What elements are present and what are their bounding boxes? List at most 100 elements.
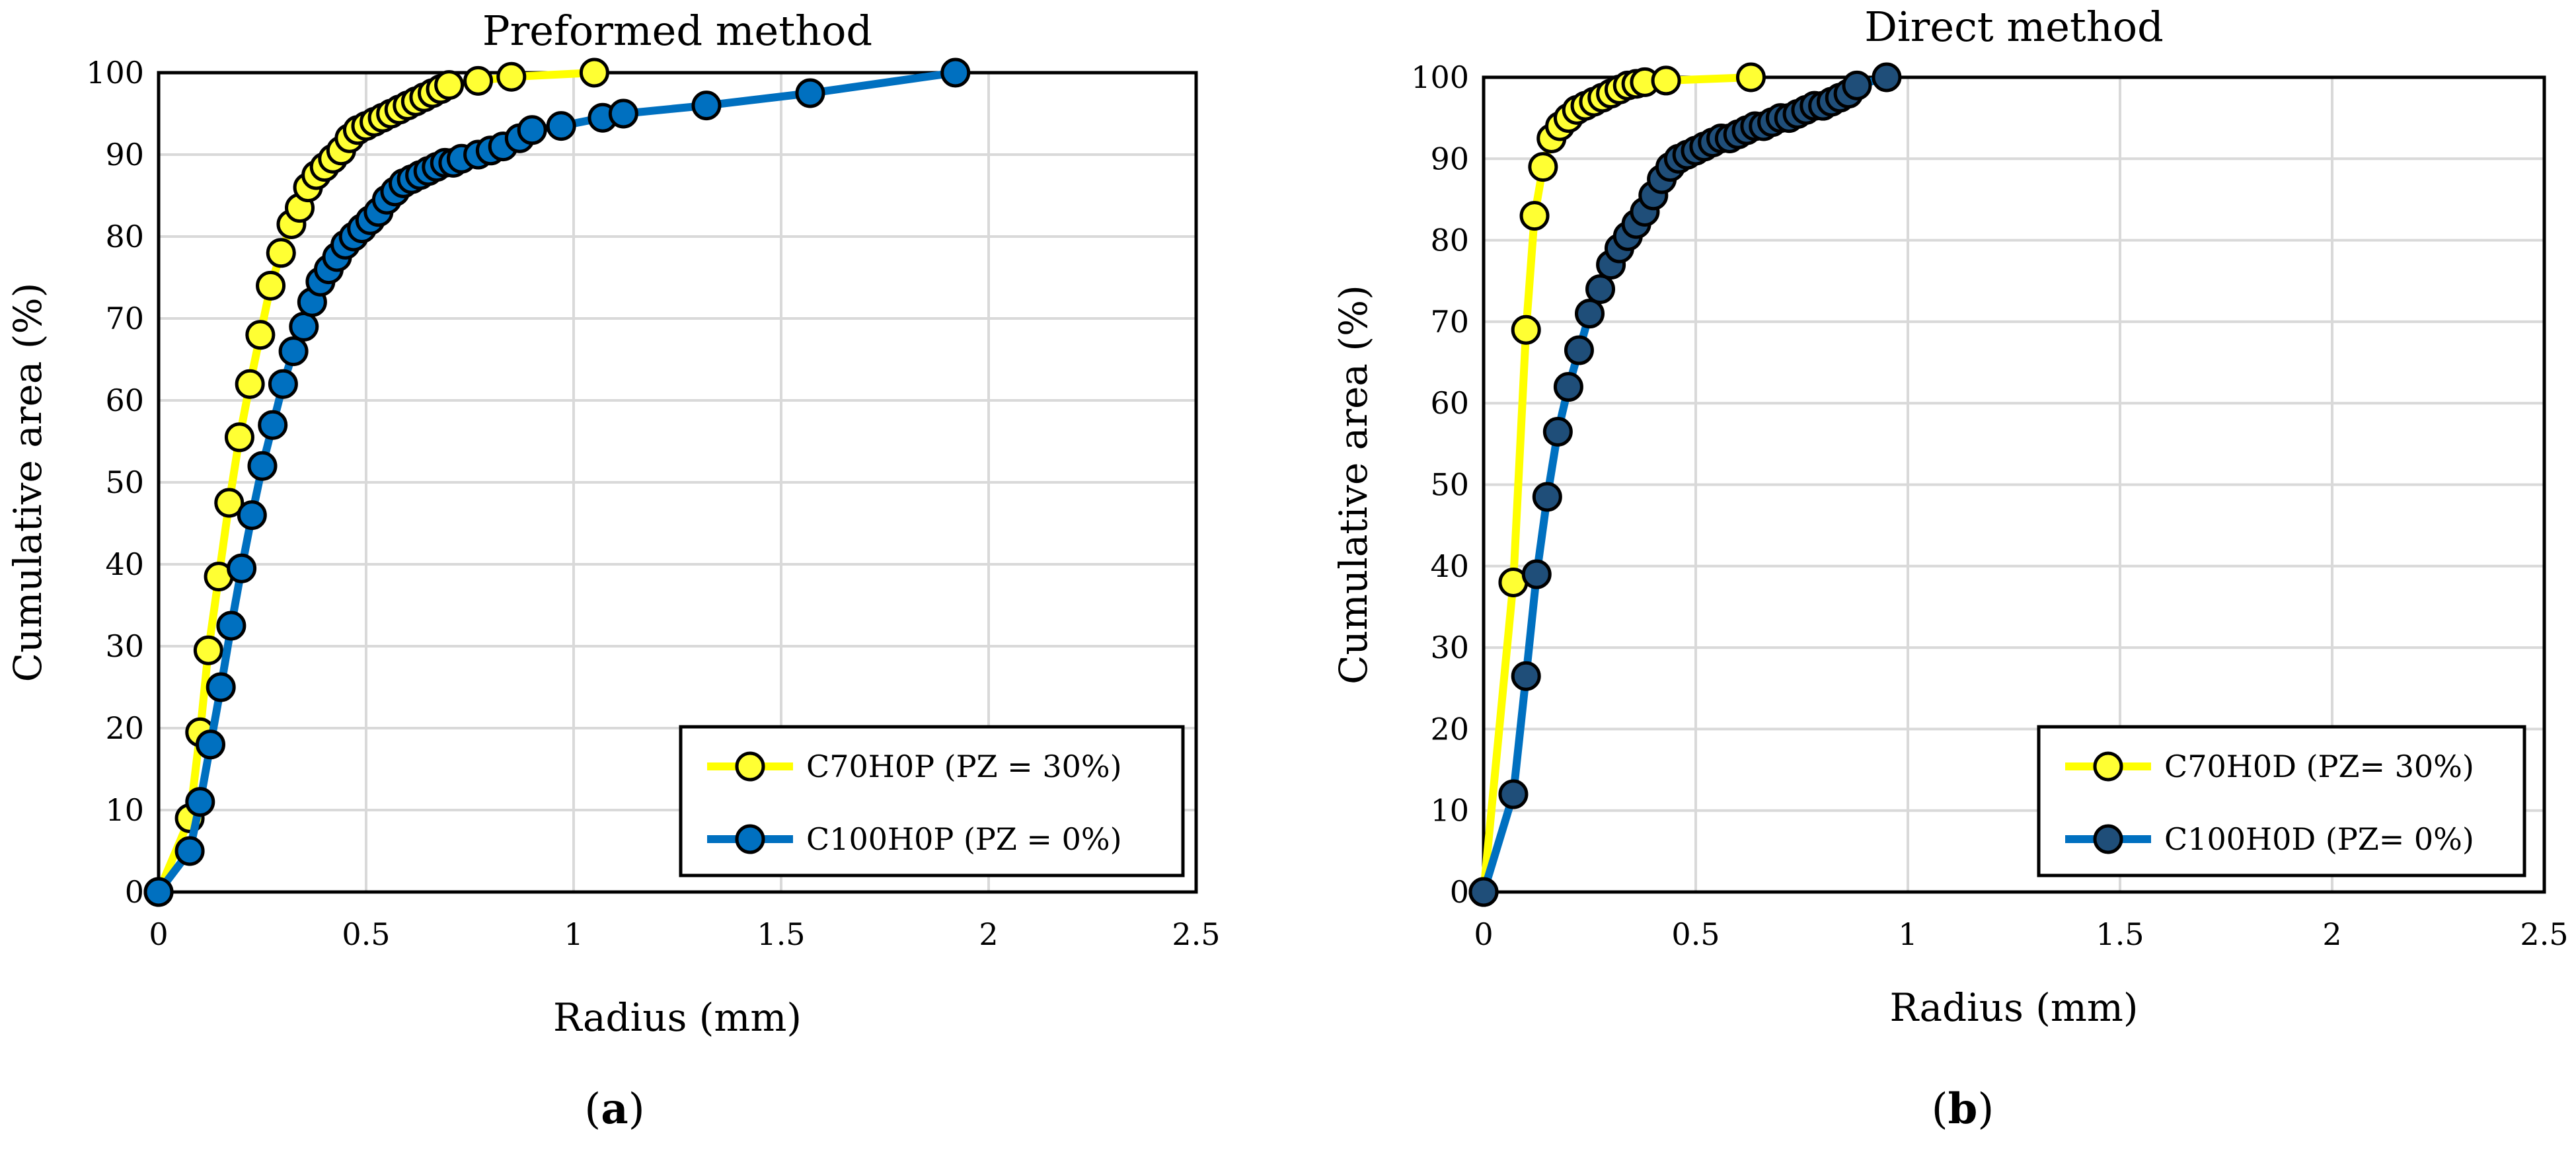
data-point xyxy=(691,91,722,121)
chart-title: Preformed method xyxy=(482,7,872,55)
y-axis-title: Cumulative area (%) xyxy=(5,283,50,683)
data-point xyxy=(1872,62,1902,93)
data-point xyxy=(245,320,276,350)
x-tick-label: 2.5 xyxy=(2520,916,2568,952)
y-tick-label: 30 xyxy=(105,628,144,664)
y-tick-label: 50 xyxy=(1430,467,1469,503)
data-point xyxy=(579,57,609,88)
data-point xyxy=(278,336,309,367)
series-0 xyxy=(1468,62,1766,907)
panel-a: 0 0.5 1 1.5 2 2.5 0 10 20 30 40 50 60 70 80 90 100 Prefor… xyxy=(5,7,1221,1134)
data-point xyxy=(1575,299,1605,329)
y-tick-label: 40 xyxy=(1430,548,1469,584)
x-tick-label: 0 xyxy=(149,916,168,952)
data-point xyxy=(143,877,174,907)
data-point xyxy=(185,787,215,817)
data-point xyxy=(258,410,288,440)
data-point xyxy=(795,78,825,108)
data-point xyxy=(463,65,494,96)
x-tick-label: 1 xyxy=(564,916,583,952)
y-tick-label: 90 xyxy=(1430,141,1469,176)
y-tick-label: 70 xyxy=(105,301,144,336)
y-tick-label: 10 xyxy=(1430,793,1469,829)
y-tick-label: 100 xyxy=(86,55,144,91)
x-tick-label: 2 xyxy=(979,916,998,952)
data-point xyxy=(1528,152,1558,182)
x-tick-label: 1.5 xyxy=(757,916,805,952)
y-tick-label: 50 xyxy=(105,464,144,500)
data-point xyxy=(214,488,245,518)
legend-label: C100H0P (PZ = 0%) xyxy=(806,821,1122,857)
data-point xyxy=(434,70,465,100)
data-point xyxy=(496,61,527,92)
y-tick-label: 100 xyxy=(1411,59,1469,95)
y-tick-label: 80 xyxy=(105,219,144,254)
y-tick-label: 60 xyxy=(105,383,144,418)
y-tick-label: 20 xyxy=(105,710,144,746)
data-point xyxy=(193,635,223,665)
data-point xyxy=(1521,559,1552,589)
data-point xyxy=(227,553,257,583)
legend-box xyxy=(2037,725,2526,877)
y-tick-label: 60 xyxy=(1430,385,1469,421)
legend-swatch-marker xyxy=(2093,751,2123,782)
y-tick-label: 40 xyxy=(105,546,144,582)
data-point xyxy=(266,238,296,268)
x-tick-label: 1.5 xyxy=(2096,916,2144,952)
x-tick-label: 1 xyxy=(1898,916,1917,952)
y-tick-label: 0 xyxy=(1450,874,1469,910)
data-point xyxy=(1735,62,1766,93)
plot-frame xyxy=(157,71,1198,894)
chart-title: Direct method xyxy=(1864,3,2164,51)
y-tick-label: 0 xyxy=(125,874,144,910)
data-point xyxy=(940,57,971,88)
data-point xyxy=(268,369,298,399)
y-tick-label: 10 xyxy=(105,792,144,828)
data-point xyxy=(1519,201,1550,231)
legend-swatch-marker xyxy=(735,751,765,782)
data-point xyxy=(1842,70,1872,100)
data-point xyxy=(1585,274,1616,305)
legend-label: C70H0P (PZ = 30%) xyxy=(806,749,1122,784)
data-point xyxy=(1468,877,1499,907)
x-tick-label: 2 xyxy=(2322,916,2341,952)
data-point xyxy=(289,311,319,342)
x-tick-label: 2.5 xyxy=(1172,916,1220,952)
series-1 xyxy=(143,57,971,907)
data-point xyxy=(1532,482,1562,512)
data-point xyxy=(1511,661,1541,691)
data-point xyxy=(517,115,547,145)
x-tick-label: 0 xyxy=(1474,916,1493,952)
data-point xyxy=(1564,335,1594,365)
legend-swatch-marker xyxy=(2093,824,2123,854)
plot-frame xyxy=(1482,75,2546,894)
data-point xyxy=(1498,779,1529,809)
y-tick-label: 80 xyxy=(1430,223,1469,258)
data-point xyxy=(1651,65,1681,96)
series-1 xyxy=(1468,62,1902,907)
panel-label: (a) xyxy=(584,1084,644,1134)
data-point xyxy=(196,729,225,760)
data-point xyxy=(546,111,576,141)
data-point xyxy=(1542,416,1573,447)
data-point xyxy=(247,451,278,481)
x-tick-label: 0.5 xyxy=(1671,916,1720,952)
x-axis-title: Radius (mm) xyxy=(553,995,802,1040)
data-point xyxy=(174,836,205,866)
data-point xyxy=(1511,315,1541,345)
data-point xyxy=(235,369,265,399)
data-point xyxy=(216,611,246,641)
data-point xyxy=(224,422,254,453)
data-point xyxy=(206,672,236,702)
legend: C70H0P (PZ = 30%) C100H0P (PZ = 0%) xyxy=(679,725,1185,877)
x-axis-title: Radius (mm) xyxy=(1889,985,2138,1030)
data-point xyxy=(237,500,267,531)
data-point xyxy=(1553,372,1583,402)
data-point xyxy=(256,270,286,301)
legend-swatch-marker xyxy=(735,824,765,854)
x-tick-label: 0.5 xyxy=(342,916,390,952)
panel-label: (b) xyxy=(1932,1084,1994,1134)
legend-label: C100H0D (PZ= 0%) xyxy=(2164,821,2474,857)
legend-box xyxy=(679,725,1185,877)
